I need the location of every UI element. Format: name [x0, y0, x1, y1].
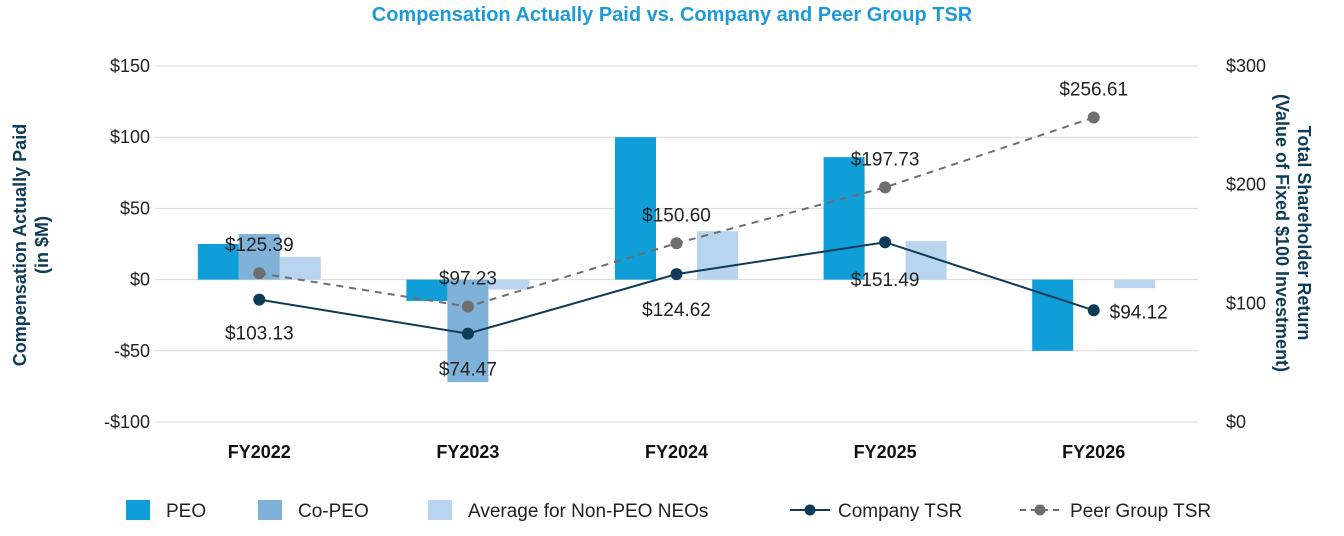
company-tsr-data-label: $124.62	[642, 300, 711, 321]
legend-swatch	[126, 500, 150, 520]
category-label: FY2024	[645, 442, 708, 462]
legend-marker	[804, 504, 816, 516]
company-tsr-data-label: $94.12	[1110, 302, 1168, 323]
peer-tsr-data-label: $150.60	[642, 205, 711, 226]
peer-tsr-point	[670, 237, 683, 250]
company-tsr-point	[253, 293, 266, 306]
legend-swatch	[428, 500, 452, 520]
company-tsr-data-label: $103.13	[225, 324, 294, 345]
peer-tsr-point	[879, 181, 892, 194]
bar-peo	[1032, 279, 1074, 351]
category-label: FY2022	[228, 442, 291, 462]
left-tick-label: $100	[110, 127, 150, 147]
peer-tsr-data-label: $97.23	[439, 269, 497, 290]
company-tsr-point	[461, 327, 474, 340]
right-axis-title-line2: (Value of Fixed $100 Investment)	[1272, 94, 1292, 372]
category-label: FY2026	[1062, 442, 1125, 462]
company-tsr-data-label: $74.47	[439, 360, 497, 381]
legend-marker	[1034, 504, 1046, 516]
legend-label: PEO	[166, 501, 206, 522]
company-tsr-point	[1087, 304, 1100, 317]
left-tick-label: $0	[130, 270, 150, 290]
peer-tsr-data-label: $197.73	[851, 149, 920, 170]
chart-title: Compensation Actually Paid vs. Company a…	[371, 4, 973, 26]
legend-label: Peer Group TSR	[1070, 501, 1211, 522]
right-tick-label: $0	[1226, 412, 1246, 432]
left-axis-title-line1: Compensation Actually Paid	[10, 124, 30, 366]
company-tsr-point	[879, 236, 892, 249]
bar-average-for-non-peo-neos	[488, 279, 530, 290]
peer-tsr-point	[253, 267, 266, 280]
bar-layer	[197, 137, 1156, 383]
right-tick-label: $200	[1226, 175, 1266, 195]
legend-label: Company TSR	[838, 501, 962, 522]
right-tick-label: $300	[1226, 56, 1266, 76]
left-axis-title-line2: (in $M)	[32, 216, 52, 274]
company-tsr-point	[670, 268, 683, 281]
bar-peo	[615, 137, 656, 280]
company-tsr-data-label: $151.49	[851, 270, 920, 291]
peer-tsr-data-label: $125.39	[225, 235, 294, 256]
left-tick-label: $150	[110, 56, 150, 76]
right-tick-label: $100	[1226, 293, 1266, 313]
bar-average-for-non-peo-neos	[697, 231, 738, 280]
bar-average-for-non-peo-neos	[279, 256, 321, 280]
label-layer: $103.13 $74.47 $124.62 $151.49 $94.12 $125.39…	[225, 79, 1168, 380]
legend-layer: PEO Co-PEO Average for Non-PEO NEOs Company…	[126, 500, 1211, 522]
peer-tsr-point	[461, 300, 474, 313]
bar-peo	[197, 244, 239, 280]
right-axis-title: Total Shareholder Return(Value of Fixed …	[1272, 94, 1314, 372]
right-axis-title-line1: Total Shareholder Return	[1294, 126, 1314, 341]
category-label: FY2023	[436, 442, 499, 462]
left-tick-label: $50	[120, 198, 150, 218]
line-layer	[253, 111, 1100, 340]
left-tick-label: -$50	[114, 341, 150, 361]
bar-average-for-non-peo-neos	[1114, 279, 1156, 289]
left-axis-title: Compensation Actually Paid (in $M)	[10, 124, 52, 366]
peer-tsr-point	[1087, 111, 1100, 124]
legend-swatch	[258, 500, 282, 520]
category-label: FY2025	[854, 442, 917, 462]
left-tick-label: -$100	[104, 412, 150, 432]
bar-peo	[406, 279, 448, 301]
peer-tsr-data-label: $256.61	[1059, 79, 1128, 100]
legend-label: Average for Non-PEO NEOs	[468, 501, 708, 522]
bar-peo	[823, 157, 865, 280]
axis-layer: $150 $100 $50 $0 -$50 -$100 $300 $200 $100 $0 FY20…	[10, 56, 1314, 462]
legend-label: Co-PEO	[298, 501, 369, 522]
